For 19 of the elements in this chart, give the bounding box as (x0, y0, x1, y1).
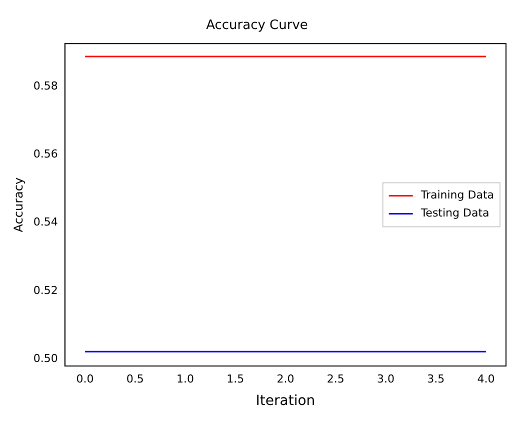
y-tick-label: 0.56 (33, 148, 58, 161)
y-tick-label: 0.50 (33, 352, 58, 366)
legend-label: Training Data (420, 188, 494, 202)
x-tick-label: 4.0 (477, 372, 495, 386)
x-tick-label: 2.0 (276, 372, 294, 386)
x-tick-label: 2.5 (326, 372, 344, 386)
y-axis-title: Accuracy (11, 177, 26, 232)
x-tick-label: 3.0 (376, 372, 394, 386)
x-axis-title: Iteration (256, 393, 316, 410)
chart-title: Accuracy Curve (206, 18, 308, 34)
x-tick-label: 0.5 (126, 372, 144, 386)
y-tick-label: 0.54 (33, 216, 58, 229)
x-tick-label: 0.0 (76, 372, 94, 386)
x-tick-label: 1.5 (226, 372, 244, 386)
x-tick-label: 3.5 (427, 372, 445, 386)
x-tick-label: 1.0 (176, 372, 194, 386)
y-tick-label: 0.58 (33, 79, 58, 92)
legend-label: Testing Data (420, 206, 490, 220)
y-tick-label: 0.52 (33, 284, 58, 297)
